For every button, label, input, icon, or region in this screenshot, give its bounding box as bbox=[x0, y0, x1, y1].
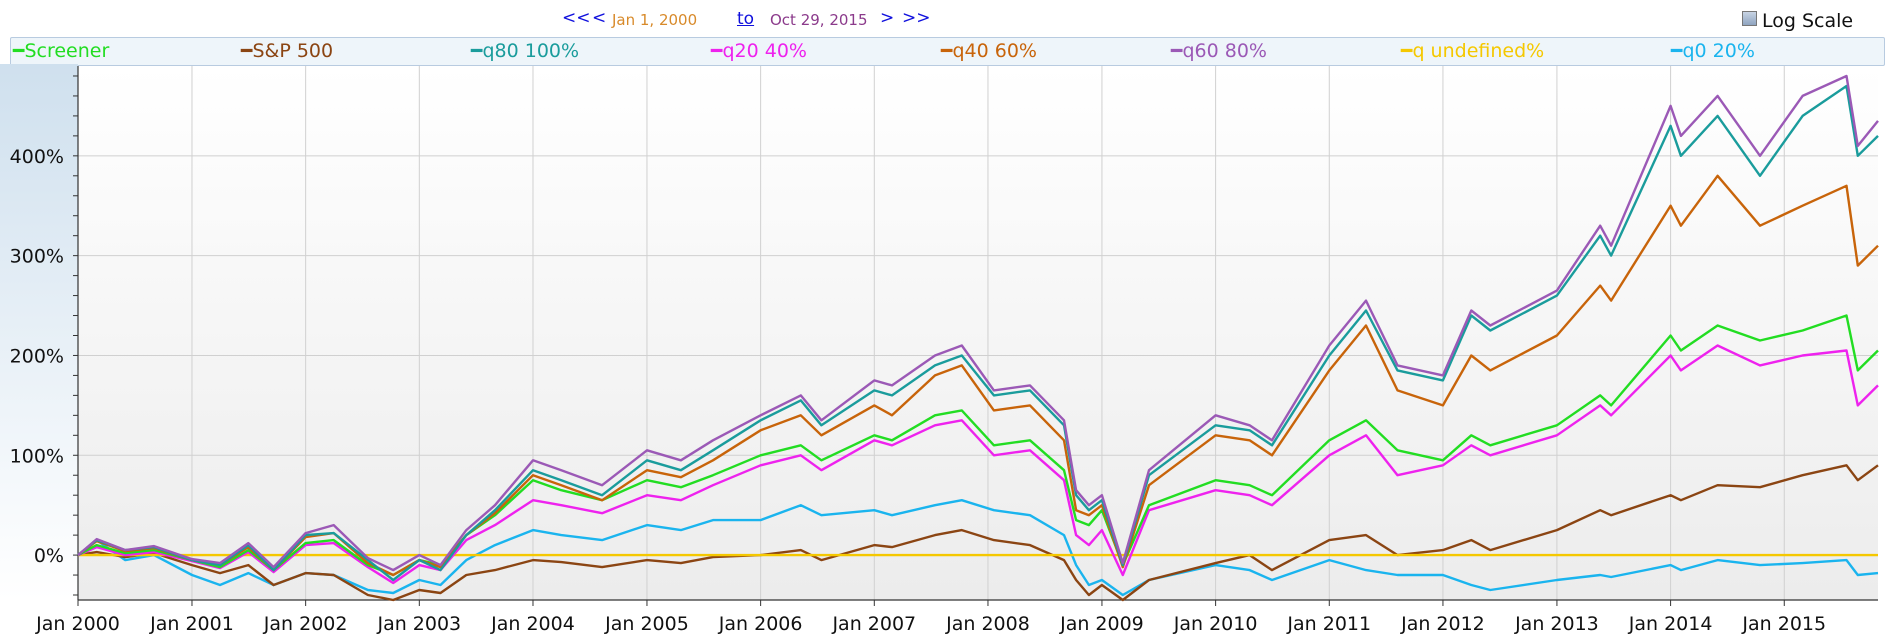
legend-swatch-q80: ━ bbox=[471, 40, 483, 62]
series-line-q80-100 bbox=[77, 84, 1879, 582]
y-tick-label: 100% bbox=[10, 445, 64, 467]
x-tick-label: Jan 2006 bbox=[718, 613, 803, 635]
y-tick-label: 200% bbox=[10, 345, 64, 367]
legend-item-q-undefined[interactable]: ━q undefined% bbox=[1401, 40, 1544, 62]
next-page-button[interactable]: > bbox=[880, 8, 895, 28]
legend-item-q20[interactable]: ━q20 40% bbox=[711, 40, 807, 62]
chart-legend: ━Screener ━S&P 500 ━q80 100% ━q20 40% ━q… bbox=[10, 37, 1885, 66]
y-tick-label: 300% bbox=[10, 246, 64, 268]
legend-label-q0: q0 20% bbox=[1682, 40, 1755, 62]
legend-label-screener: Screener bbox=[24, 40, 110, 62]
last-page-button[interactable]: >> bbox=[902, 8, 931, 28]
x-tick-label: Jan 2001 bbox=[149, 613, 234, 635]
legend-swatch-q20: ━ bbox=[711, 40, 723, 62]
y-axis-panel bbox=[0, 64, 78, 600]
series-line-q20-40 bbox=[77, 344, 1879, 585]
x-tick-label: Jan 2011 bbox=[1286, 613, 1371, 635]
plot-background bbox=[78, 66, 1878, 600]
x-tick-label: Jan 2003 bbox=[376, 613, 461, 635]
x-tick-label: Jan 2013 bbox=[1514, 613, 1599, 635]
start-date[interactable]: Jan 1, 2000 bbox=[612, 11, 698, 29]
x-tick-label: Jan 2005 bbox=[604, 613, 689, 635]
legend-label-q80: q80 100% bbox=[482, 40, 580, 62]
series-line-s-p-500 bbox=[77, 464, 1879, 602]
x-tick-label: Jan 2008 bbox=[945, 613, 1030, 635]
x-tick-label: Jan 2009 bbox=[1059, 613, 1144, 635]
x-tick-label: Jan 2007 bbox=[831, 613, 916, 635]
legend-label-q60: q60 80% bbox=[1182, 40, 1267, 62]
y-tick-label: 400% bbox=[10, 146, 64, 168]
legend-swatch-q-undefined: ━ bbox=[1401, 40, 1413, 62]
previous-page-button[interactable]: < bbox=[592, 8, 607, 28]
log-scale-toggle[interactable]: Log Scale bbox=[1742, 10, 1853, 32]
legend-swatch-sp500: ━ bbox=[241, 40, 253, 62]
legend-label-q20: q20 40% bbox=[722, 40, 807, 62]
x-tick-label: Jan 2002 bbox=[263, 613, 348, 635]
x-tick-label: Jan 2004 bbox=[490, 613, 575, 635]
y-tick-label: 0% bbox=[34, 545, 64, 567]
end-date[interactable]: Oct 29, 2015 bbox=[770, 11, 868, 29]
legend-label-q40: q40 60% bbox=[952, 40, 1037, 62]
legend-swatch-screener: ━ bbox=[13, 40, 25, 62]
series-line-screener bbox=[77, 314, 1879, 577]
legend-item-q60[interactable]: ━q60 80% bbox=[1171, 40, 1267, 62]
date-range-navigator: << < Jan 1, 2000 to Oct 29, 2015 > >> Lo… bbox=[0, 0, 1885, 34]
first-page-button[interactable]: << bbox=[562, 8, 591, 28]
x-tick-label: Jan 2015 bbox=[1741, 613, 1826, 635]
x-tick-label: Jan 2000 bbox=[35, 613, 120, 635]
legend-label-q-undefined: q undefined% bbox=[1412, 40, 1545, 62]
x-tick-label: Jan 2014 bbox=[1628, 613, 1713, 635]
legend-item-q40[interactable]: ━q40 60% bbox=[941, 40, 1037, 62]
series-line-q0-20 bbox=[77, 499, 1879, 597]
log-scale-label: Log Scale bbox=[1762, 10, 1854, 32]
series-line-q60-80 bbox=[77, 74, 1879, 572]
legend-item-screener[interactable]: ━Screener bbox=[13, 40, 109, 62]
legend-label-sp500: S&P 500 bbox=[252, 40, 334, 62]
legend-swatch-q40: ━ bbox=[941, 40, 953, 62]
x-tick-label: Jan 2012 bbox=[1400, 613, 1485, 635]
legend-item-q80[interactable]: ━q80 100% bbox=[471, 40, 579, 62]
legend-item-sp500[interactable]: ━S&P 500 bbox=[241, 40, 333, 62]
legend-swatch-q60: ━ bbox=[1171, 40, 1183, 62]
line-chart[interactable]: Jan 2000 Jan 2001 Jan 2002 Jan 2003 Jan 2004… bbox=[0, 64, 1885, 638]
legend-item-q0[interactable]: ━q0 20% bbox=[1671, 40, 1755, 62]
legend-swatch-q0: ━ bbox=[1671, 40, 1683, 62]
checkbox-icon[interactable] bbox=[1742, 11, 1757, 26]
x-tick-label: Jan 2010 bbox=[1173, 613, 1258, 635]
to-link[interactable]: to bbox=[737, 9, 755, 29]
